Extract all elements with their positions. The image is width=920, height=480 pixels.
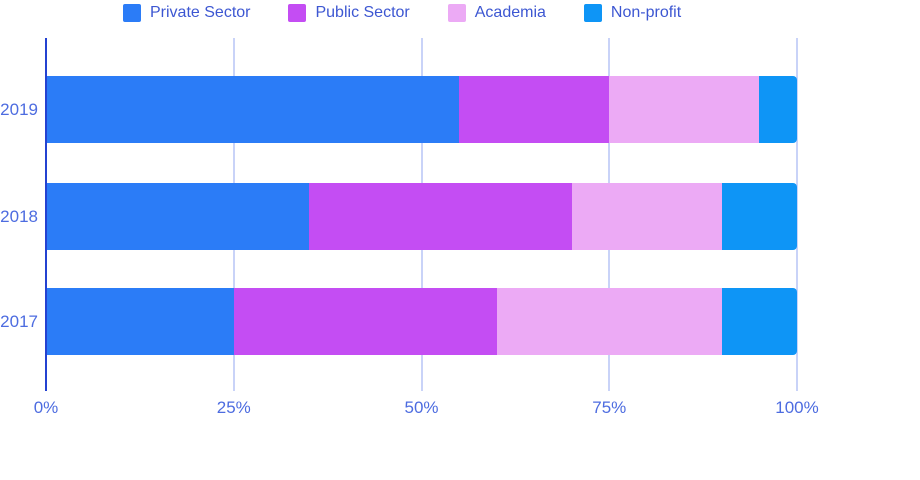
bar-segment-2019-non-profit[interactable] [759, 76, 797, 143]
y-axis-label-2019: 2019 [0, 100, 38, 119]
x-tick-75 [608, 377, 611, 391]
bar-segment-2018-non-profit[interactable] [721, 183, 797, 250]
legend: Private Sector Public Sector Academia Non-p… [123, 4, 681, 22]
x-tick-label-25: 25% [216, 398, 251, 417]
legend-swatch-academia [447, 4, 466, 22]
legend-label: Academia [474, 4, 546, 21]
legend-label: Public Sector [315, 4, 410, 21]
x-tick-label-50: 50% [404, 398, 439, 417]
bar-row-2019 [46, 76, 797, 143]
x-tick-100 [796, 377, 798, 391]
bar-segment-2018-private-sector[interactable] [46, 183, 309, 250]
legend-swatch-private-sector [123, 4, 141, 22]
legend-item-academia[interactable]: Academia [447, 4, 546, 22]
legend-label: Private Sector [150, 4, 251, 21]
plot-area: 0% 25% 50% 75% 100% 2019 2018 2017 [0, 38, 819, 417]
legend-label: Non-profit [610, 4, 682, 21]
gridline-100 [796, 38, 798, 377]
y-axis-label-2018: 2018 [0, 207, 38, 226]
legend-swatch-non-profit [583, 4, 602, 22]
bar-segment-2019-public-sector[interactable] [459, 76, 610, 143]
x-tick-50 [420, 377, 423, 391]
legend-item-private-sector[interactable]: Private Sector [123, 4, 250, 22]
bar-row-2018 [46, 183, 797, 250]
bar-segment-2017-academia[interactable] [496, 288, 722, 355]
bar-row-2017 [46, 288, 797, 355]
legend-swatch-public-sector [288, 4, 307, 22]
bar-segment-2017-private-sector[interactable] [46, 288, 234, 355]
bar-segment-2017-non-profit[interactable] [721, 288, 797, 355]
x-tick-label-100: 100% [775, 398, 819, 417]
y-axis-label-2017: 2017 [0, 312, 38, 331]
bar-segment-2018-academia[interactable] [571, 183, 722, 250]
legend-item-public-sector[interactable]: Public Sector [288, 4, 410, 22]
x-tick-label-75: 75% [592, 398, 627, 417]
x-tick-25 [232, 377, 235, 391]
bar-segment-2019-private-sector[interactable] [46, 76, 460, 143]
bar-segment-2018-public-sector[interactable] [308, 183, 572, 250]
y-axis-line [45, 38, 47, 391]
bar-segment-2017-public-sector[interactable] [233, 288, 497, 355]
x-tick-label-0: 0% [33, 398, 59, 417]
bar-segment-2019-academia[interactable] [609, 76, 760, 143]
legend-item-non-profit[interactable]: Non-profit [583, 4, 682, 22]
